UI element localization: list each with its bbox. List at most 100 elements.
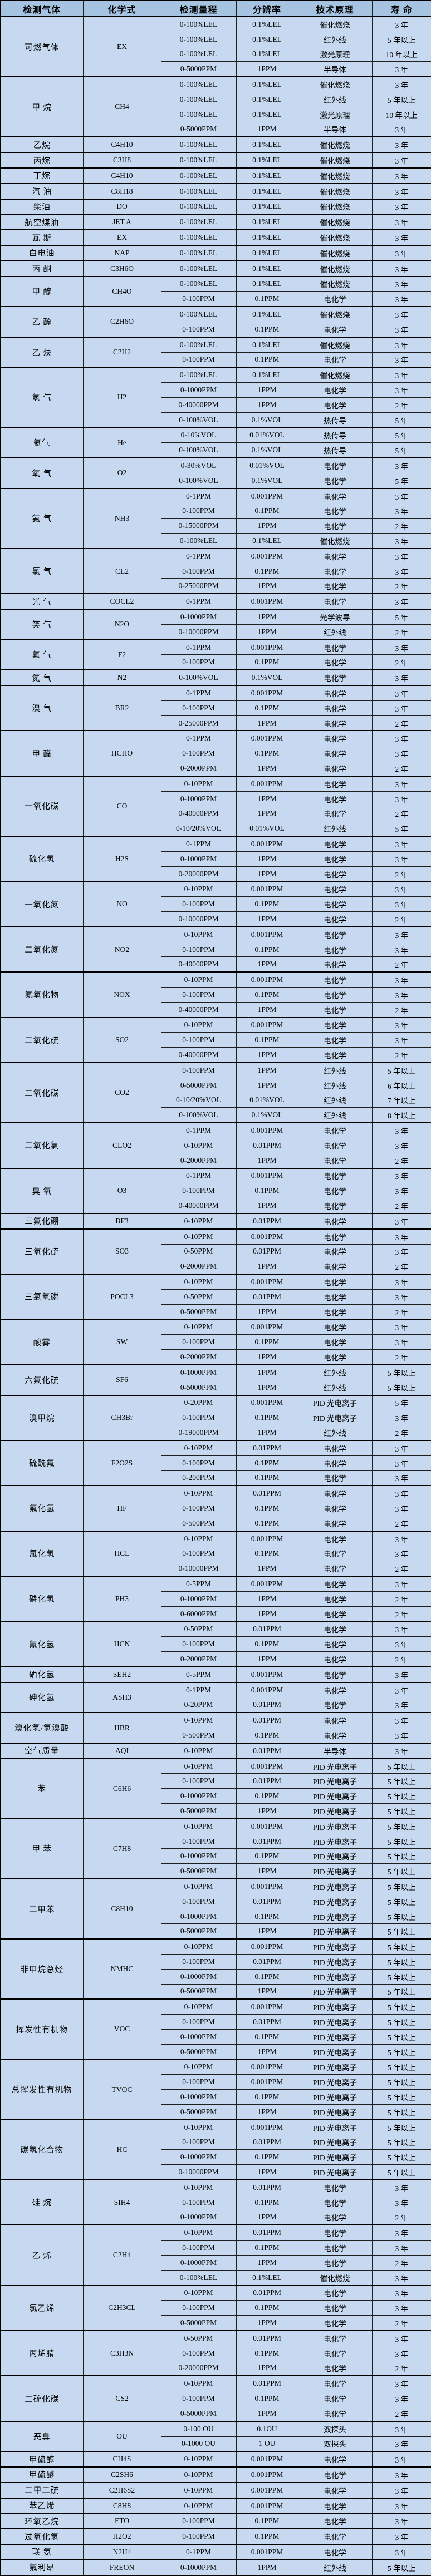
resolution-cell: 1PPM [236, 1062, 298, 1078]
range-cell: 0-100PPM [160, 2300, 237, 2316]
principle-cell: PID 光电离子 [297, 2104, 373, 2120]
lifespan-cell: 3 年 [371, 971, 431, 988]
principle-cell: PID 光电离子 [297, 2044, 373, 2060]
principle-cell: 电化学 [297, 1728, 373, 1744]
lifespan-cell: 3 年 [371, 2420, 431, 2437]
table-row: 0-40000PPM 1PPM 电化学 2 年 [1, 806, 431, 822]
principle-cell: 电化学 [297, 1047, 373, 1063]
table-row: 0-100PPM 0.1PPM 电化学 3 年 [1, 1183, 431, 1199]
formula-cell: C2H2 [82, 336, 161, 368]
resolution-cell: 0.1PPM [236, 1546, 298, 1562]
lifespan-cell: 3 年 [371, 547, 431, 564]
table-row: 碳氢化合物 HC 0-10PPM 0.001PPM PID 光电离子 5 年以上 [0, 2119, 431, 2180]
gas-name-cell: 氨 气 [0, 487, 84, 549]
formula-cell: C2H6O [82, 306, 161, 338]
range-cell: 0-10PPM [160, 2224, 237, 2241]
table-row: 0-100PPM 0.01PPM PID 光电离子 5 年以上 [1, 2014, 431, 2030]
table-row: 0-1000PPM 1PPM 电化学 3 年 [1, 851, 431, 867]
table-row: 氰化氢 HCN 0-50PPM 0.01PPM 电化学 3 年 [0, 1621, 431, 1667]
formula-cell: SIH4 [82, 2179, 161, 2225]
table-row: 0-5000PPM 1PPM PID 光电离子 5 年以上 [1, 1983, 431, 2000]
table-row: 0-6000PPM 1PPM 电化学 2 年 [1, 1606, 431, 1622]
formula-cell: POCL3 [82, 1274, 161, 1320]
resolution-cell: 0.1PPM [236, 2089, 298, 2105]
table-row: 0-5000PPM 1PPM PID 光电离子 5 年以上 [1, 2104, 431, 2120]
principle-cell: 双探头 [297, 2436, 373, 2452]
principle-cell: 电化学 [297, 1167, 373, 1184]
lifespan-cell: 3 年 [371, 1439, 431, 1456]
principle-cell: 双探头 [297, 2420, 373, 2437]
lifespan-cell: 3 年 [371, 1485, 431, 1502]
principle-cell: 电化学 [297, 1334, 373, 1350]
range-cell: 0-100PPM [160, 941, 237, 958]
table-row: 氟利昂 FREON 0-1000PPM 1PPM 红外线 5 年以上 [0, 2559, 431, 2576]
range-cell: 0-5000PPM [160, 1983, 237, 2000]
resolution-cell: 0.1PPM [236, 1501, 298, 1516]
principle-cell: 电化学 [297, 715, 373, 731]
principle-cell: 电化学 [297, 1561, 373, 1577]
formula-cell: BF3 [82, 1212, 161, 1230]
range-cell: 0-100%LEL [160, 260, 237, 277]
resolution-cell: 0.1PPM [236, 2240, 298, 2256]
table-row: 溴甲烷 CH3Br 0-20PPM 0.001PPM PID 光电离子 5 年 [0, 1394, 431, 1441]
lifespan-cell: 2 年 [371, 1425, 431, 1441]
formula-cell: HC [82, 2119, 161, 2180]
lifespan-cell: 8 年以上 [371, 1107, 431, 1123]
principle-cell: PID 光电离子 [297, 2164, 373, 2180]
resolution-cell: 1PPM [236, 761, 298, 777]
resolution-cell: 0.01PPM [236, 1439, 298, 1456]
resolution-cell: 0.1%LEL [236, 2269, 298, 2286]
lifespan-cell: 3 年 [371, 746, 431, 762]
formula-cell: C6H6 [82, 1758, 161, 1819]
lifespan-cell: 3 年 [371, 2436, 431, 2452]
formula-cell: F2 [82, 639, 161, 670]
lifespan-cell: 3 年 [371, 136, 431, 153]
table-row: 二氧化硫 SO2 0-10PPM 0.001PPM 电化学 3 年 [0, 1016, 431, 1063]
range-cell: 0-100%LEL [160, 275, 237, 292]
table-row: 六氟化硫 SF6 0-1000PPM 1PPM 红外线 5 年以上 [0, 1364, 431, 1396]
lifespan-cell: 5 年以上 [371, 1908, 431, 1924]
range-cell: 0-100PPM [160, 1410, 237, 1426]
lifespan-cell: 2 年 [371, 1198, 431, 1214]
resolution-cell: 0.001PPM [236, 2544, 298, 2560]
table-row: 氮氧化物 NOX 0-10PPM 0.001PPM 电化学 3 年 [0, 971, 431, 1018]
resolution-cell: 0.1%LEL [236, 182, 298, 200]
range-cell: 0-100%LEL [160, 182, 237, 200]
table-row: 氯乙烯 C2H3CL 0-10PPM 0.01PPM 电化学 3 年 [0, 2284, 431, 2331]
resolution-cell: 1PPM [236, 624, 298, 640]
principle-cell: 电化学 [297, 1576, 373, 1592]
range-cell: 0-20000PPM [160, 2360, 237, 2376]
table-row: 0-100PPM 0.1PPM 电化学 3 年 [1, 2194, 431, 2210]
principle-cell: 电化学 [297, 775, 373, 792]
formula-cell: C4H10 [82, 136, 161, 153]
resolution-cell: 1PPM [236, 1606, 298, 1622]
gas-name-cell: 三氟化硼 [0, 1212, 84, 1230]
resolution-cell: 1PPM [236, 2104, 298, 2120]
range-cell: 0-100PPM [160, 746, 237, 762]
range-cell: 0-10PPM [160, 1016, 237, 1033]
principle-cell: 电化学 [297, 593, 373, 610]
lifespan-cell: 3 年 [371, 61, 431, 77]
resolution-cell: 1PPM [236, 578, 298, 594]
range-cell: 0-10PPM [160, 2059, 237, 2075]
resolution-cell: 1PPM [236, 866, 298, 882]
table-row: 0-40000PPM 1PPM 电化学 2 年 [1, 956, 431, 973]
table-row: 乙烷 C4H10 0-100%LEL 0.1%LEL 催化燃烧 3 年 [0, 136, 431, 153]
resolution-cell: 0.1%LEL [236, 306, 298, 322]
resolution-cell: 1PPM [236, 1803, 298, 1819]
range-cell: 0-1PPM [160, 1681, 237, 1698]
formula-cell: SF6 [82, 1364, 161, 1396]
principle-cell: 催化燃烧 [297, 229, 373, 246]
resolution-cell: 0.1PPM [236, 1968, 298, 1985]
principle-cell: PID 光电离子 [297, 2074, 373, 2090]
table-row: 0-100PPM 0.01PPM PID 光电离子 5 年以上 [1, 1893, 431, 1909]
table-row: 甲 烷 CH4 0-100%LEL 0.1%LEL 催化燃烧 3 年 [0, 76, 431, 137]
lifespan-cell: 2 年 [371, 578, 431, 594]
principle-cell: PID 光电离子 [297, 1923, 373, 1940]
table-row: 0-1000PPM 0.1PPM PID 光电离子 5 年以上 [1, 1788, 431, 1804]
lifespan-cell: 2 年 [371, 715, 431, 731]
resolution-cell: 0.001PPM [236, 1998, 298, 2015]
resolution-cell: 0.001PPM [236, 593, 298, 610]
range-cell: 0-10/20%VOL [160, 821, 237, 837]
formula-cell: C2H3CL [82, 2284, 161, 2331]
